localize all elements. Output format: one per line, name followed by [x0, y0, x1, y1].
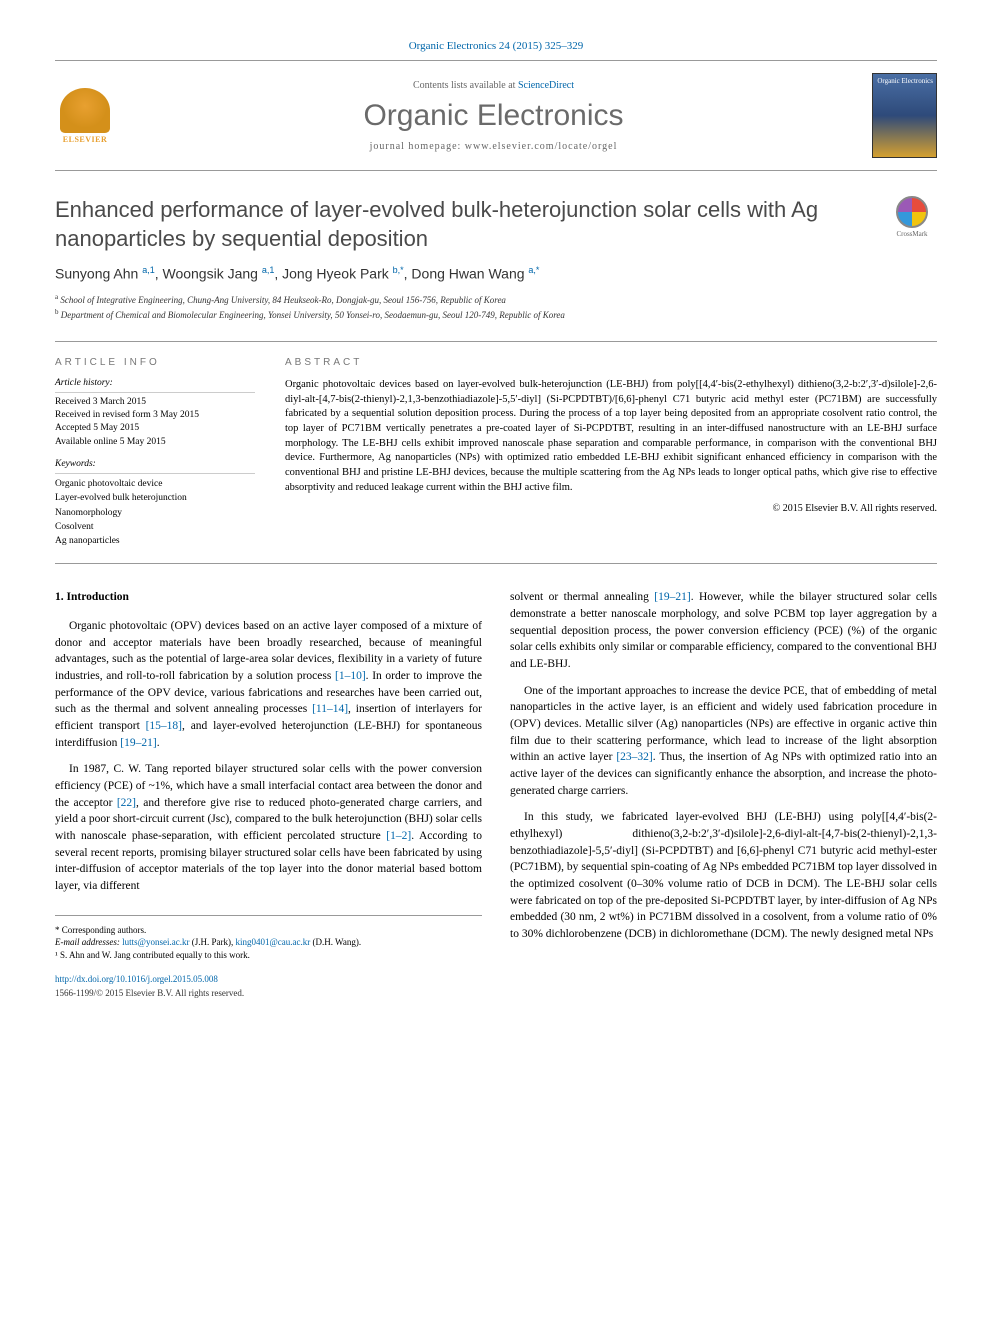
citation-ref[interactable]: [19–21] — [654, 591, 690, 603]
doi-block: http://dx.doi.org/10.1016/j.orgel.2015.0… — [55, 973, 482, 986]
email-line: E-mail addresses: lutts@yonsei.ac.kr (J.… — [55, 936, 482, 949]
keywords-label: Keywords: — [55, 459, 255, 474]
history-line: Accepted 5 May 2015 — [55, 422, 255, 435]
contents-prefix: Contents lists available at — [413, 80, 518, 91]
citation-ref[interactable]: [22] — [117, 797, 136, 809]
history-line: Received 3 March 2015 — [55, 396, 255, 409]
article-history-list: Received 3 March 2015Received in revised… — [55, 396, 255, 449]
section-1-heading: 1. Introduction — [55, 589, 482, 606]
history-line: Available online 5 May 2015 — [55, 436, 255, 449]
body-paragraph: In this study, we fabricated layer-evolv… — [510, 809, 937, 942]
journal-header: ELSEVIER Contents lists available at Sci… — [55, 60, 937, 171]
footer-notes: * Corresponding authors. E-mail addresse… — [55, 915, 482, 962]
email-who-2: (D.H. Wang). — [310, 937, 361, 947]
equal-contribution-note: ¹ S. Ahn and W. Jang contributed equally… — [55, 949, 482, 962]
keyword-item: Ag nanoparticles — [55, 534, 255, 548]
affiliation-a: a School of Integrative Engineering, Chu… — [55, 292, 937, 308]
citation-line: Organic Electronics 24 (2015) 325–329 — [55, 40, 937, 52]
history-line: Received in revised form 3 May 2015 — [55, 409, 255, 422]
body-paragraph: One of the important approaches to incre… — [510, 683, 937, 800]
affiliations-block: a School of Integrative Engineering, Chu… — [55, 292, 937, 323]
elsevier-logo: ELSEVIER — [55, 83, 115, 148]
info-abstract-row: ARTICLE INFO Article history: Received 3… — [55, 341, 937, 564]
citation-ref[interactable]: [11–14] — [312, 703, 348, 715]
citation-ref[interactable]: [1–2] — [386, 830, 411, 842]
abstract-text: Organic photovoltaic devices based on la… — [285, 378, 937, 496]
sciencedirect-link[interactable]: ScienceDirect — [518, 80, 574, 91]
abstract-column: ABSTRACT Organic photovoltaic devices ba… — [285, 357, 937, 548]
body-paragraph: solvent or thermal annealing [19–21]. Ho… — [510, 589, 937, 672]
journal-cover-thumbnail: Organic Electronics — [872, 73, 937, 158]
email-who-1: (J.H. Park), — [189, 937, 235, 947]
crossmark-badge[interactable]: CrossMark — [887, 196, 937, 246]
body-two-column: 1. Introduction Organic photovoltaic (OP… — [55, 589, 937, 999]
journal-name: Organic Electronics — [115, 99, 872, 133]
article-info-column: ARTICLE INFO Article history: Received 3… — [55, 357, 255, 548]
doi-link[interactable]: http://dx.doi.org/10.1016/j.orgel.2015.0… — [55, 974, 218, 984]
keyword-item: Organic photovoltaic device — [55, 477, 255, 491]
abstract-copyright: © 2015 Elsevier B.V. All rights reserved… — [285, 503, 937, 514]
article-title: Enhanced performance of layer-evolved bu… — [55, 196, 872, 253]
keywords-list: Organic photovoltaic deviceLayer-evolved… — [55, 477, 255, 548]
crossmark-label: CrossMark — [896, 230, 927, 238]
crossmark-icon — [896, 196, 928, 228]
affiliation-b: b Department of Chemical and Biomolecula… — [55, 307, 937, 323]
keyword-item: Layer-evolved bulk heterojunction — [55, 491, 255, 505]
issn-copyright-line: 1566-1199/© 2015 Elsevier B.V. All right… — [55, 987, 482, 1000]
contents-available-line: Contents lists available at ScienceDirec… — [115, 80, 872, 91]
header-center: Contents lists available at ScienceDirec… — [115, 80, 872, 152]
authors-line: Sunyong Ahn a,1, Woongsik Jang a,1, Jong… — [55, 265, 937, 282]
citation-ref[interactable]: [23–32] — [616, 751, 652, 763]
article-info-heading: ARTICLE INFO — [55, 357, 255, 368]
email-label: E-mail addresses: — [55, 937, 122, 947]
article-history-label: Article history: — [55, 378, 255, 393]
body-paragraph: Organic photovoltaic (OPV) devices based… — [55, 618, 482, 751]
body-right-column: solvent or thermal annealing [19–21]. Ho… — [510, 589, 937, 999]
citation-ref[interactable]: [15–18] — [146, 720, 182, 732]
corresponding-authors-note: * Corresponding authors. — [55, 924, 482, 937]
citation-ref[interactable]: [1–10] — [335, 670, 366, 682]
citation-ref[interactable]: [19–21] — [120, 737, 156, 749]
body-paragraph: In 1987, C. W. Tang reported bilayer str… — [55, 761, 482, 894]
title-row: Enhanced performance of layer-evolved bu… — [55, 196, 937, 253]
keyword-item: Nanomorphology — [55, 506, 255, 520]
keyword-item: Cosolvent — [55, 520, 255, 534]
journal-homepage-line: journal homepage: www.elsevier.com/locat… — [115, 141, 872, 152]
elsevier-label: ELSEVIER — [63, 135, 107, 144]
abstract-heading: ABSTRACT — [285, 357, 937, 368]
elsevier-tree-icon — [60, 88, 110, 133]
body-left-column: 1. Introduction Organic photovoltaic (OP… — [55, 589, 482, 999]
email-link-2[interactable]: king0401@cau.ac.kr — [235, 937, 310, 947]
email-link-1[interactable]: lutts@yonsei.ac.kr — [122, 937, 189, 947]
cover-title: Organic Electronics — [873, 74, 936, 88]
